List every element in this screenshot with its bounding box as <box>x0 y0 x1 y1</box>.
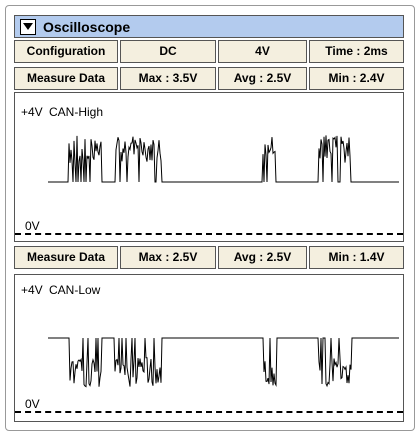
scale[interactable]: 4V <box>218 40 307 63</box>
top-label: +4V <box>21 283 43 297</box>
measure-avg: Avg : 2.5V <box>218 67 307 90</box>
signal-trace <box>48 135 399 183</box>
bottom-label: 0V <box>25 219 40 233</box>
top-label: +4V <box>21 105 43 119</box>
bottom-label: 0V <box>25 397 40 411</box>
channel-name: CAN-High <box>49 105 104 119</box>
measure-max: Max : 3.5V <box>120 67 216 90</box>
config-label: Configuration <box>14 40 118 63</box>
measure-min: Min : 1.4V <box>309 246 404 269</box>
zero-line <box>15 233 403 235</box>
waveform-panel: +4V CAN-Low 0V <box>14 274 404 422</box>
waveform <box>48 135 399 183</box>
title-bar: Oscilloscope <box>14 15 404 38</box>
dropdown-button[interactable] <box>20 19 36 35</box>
measure-min: Min : 2.4V <box>309 67 404 90</box>
zero-line <box>15 411 403 413</box>
measure-max: Max : 2.5V <box>120 246 216 269</box>
time[interactable]: Time : 2ms <box>309 40 404 63</box>
coupling[interactable]: DC <box>120 40 216 63</box>
dropdown-arrow <box>23 23 33 30</box>
signal-trace <box>48 337 399 388</box>
measure-avg: Avg : 2.5V <box>218 246 307 269</box>
title: Oscilloscope <box>43 19 131 35</box>
channel-name: CAN-Low <box>49 283 101 297</box>
measure-label: Measure Data <box>14 67 118 90</box>
waveform-panel: +4V CAN-High 0V <box>14 92 404 242</box>
waveform <box>48 337 399 388</box>
measure-label: Measure Data <box>14 246 118 269</box>
